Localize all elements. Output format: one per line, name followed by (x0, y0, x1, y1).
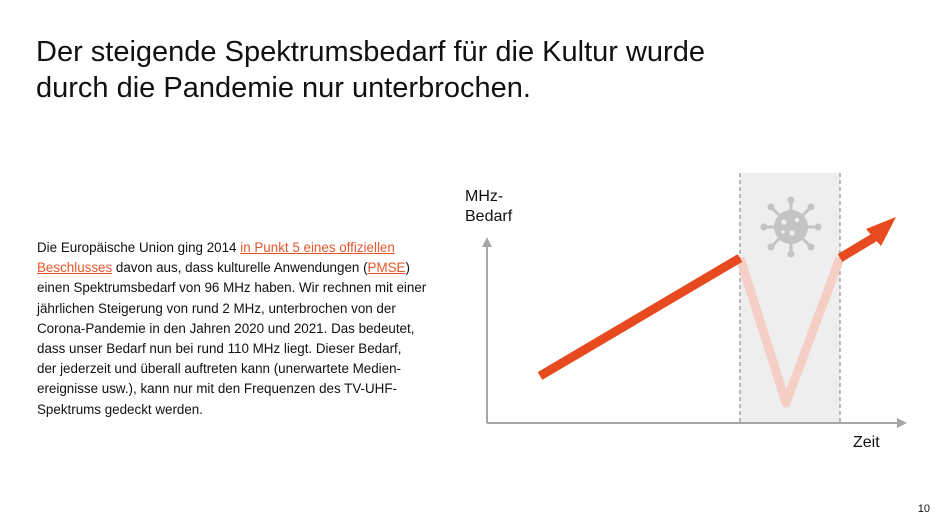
demand-diagram: MHz- Bedarf Zeit (465, 173, 907, 451)
x-axis-label: Zeit (853, 434, 880, 451)
y-axis-label-line-1: MHz- (465, 188, 503, 205)
trend-line-before (537, 254, 743, 380)
virus-icon (760, 196, 822, 258)
body-line-9: Spektrums gedeckt werden. (37, 401, 203, 417)
body-line-1: Die Europäische Union ging 2014 in Punkt… (37, 238, 467, 258)
title-line-1: Der steigende Spektrumsbedarf für die Ku… (36, 36, 705, 68)
body-line-3: einen Spektrumsbedarf von 96 MHz haben. … (37, 280, 427, 296)
page-number: 10 (917, 503, 930, 515)
pmse-link[interactable]: PMSE (367, 260, 406, 276)
beschluss-link[interactable]: in Punkt 5 eines offiziellen (240, 240, 395, 255)
body-text-1: Die Europäische Union ging 2014 (37, 240, 241, 255)
slide-title: Der steigende Spektrumsbedarf für die Ku… (36, 34, 836, 106)
body-line-5: Corona-Pandemie in den Jahren 2020 und 2… (37, 320, 415, 336)
pandemic-dip (735, 256, 845, 408)
trend-arrowhead (866, 217, 896, 246)
body-line-6: dass unser Bedarf nun bei rund 110 MHz l… (37, 341, 402, 357)
body-paragraph: Die Europäische Union ging 2014 in Punkt… (37, 238, 467, 420)
body-text-2b: ) (405, 260, 410, 276)
body-line-7: der jederzeit und überall auftreten kann… (37, 361, 401, 377)
body-line-4: jährlichen Steigerung von rund 2 MHz, un… (37, 300, 396, 316)
beschluss-link-continued[interactable]: Beschlusses (37, 260, 113, 276)
body-line-2: Beschlusses davon aus, dass kulturelle A… (37, 258, 467, 278)
y-axis-label-line-2: Bedarf (465, 208, 513, 225)
title-line-2: durch die Pandemie nur unterbrochen. (36, 72, 531, 104)
body-text-2: davon aus, dass kulturelle Anwendungen ( (112, 260, 368, 276)
trend-line-after (837, 230, 883, 262)
body-line-8: ereignisse usw.), kann nur mit den Frequ… (37, 381, 397, 397)
